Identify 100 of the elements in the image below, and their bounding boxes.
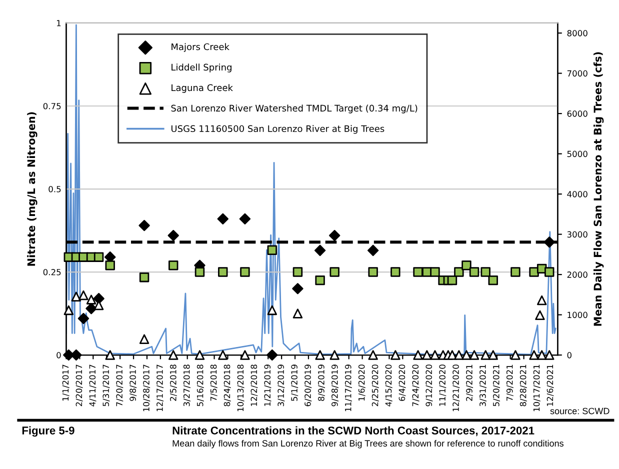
- x-tick-label: 7/20/2017: [116, 364, 124, 406]
- x-tick-label: 7/9/2021: [506, 364, 514, 401]
- point: [314, 244, 326, 256]
- point: [105, 260, 115, 270]
- point: [488, 350, 498, 360]
- point: [367, 244, 379, 256]
- y-tick-label: 1: [56, 20, 61, 26]
- point: [480, 350, 490, 360]
- point: [292, 308, 303, 318]
- y2-tick-label: 2000: [567, 272, 588, 278]
- x-tick-label: 8/9/2019: [318, 364, 326, 401]
- point: [93, 292, 104, 304]
- point: [86, 294, 96, 304]
- point: [488, 275, 498, 286]
- point: [105, 350, 115, 360]
- legend-label: Liddell Spring: [172, 64, 232, 72]
- legend-label: Laguna Creek: [172, 84, 233, 93]
- x-tick-label: 7/24/2020: [412, 364, 420, 406]
- x-tick-label: 5/1/2019: [291, 364, 298, 401]
- y2-tick-label: 1000: [568, 312, 588, 318]
- point: [454, 267, 464, 277]
- point: [266, 349, 278, 361]
- text: Mean daily flows from San Lorenzo River at Big Trees are shown for reference to runoff conditions: [172, 440, 564, 448]
- x-tick-label: 12/21/2020: [452, 364, 460, 412]
- point: [78, 290, 88, 300]
- x-tick-label: 2/25/2020: [372, 364, 379, 406]
- y2-tick-label: 6000: [567, 110, 588, 117]
- point: [368, 350, 378, 360]
- point: [536, 295, 547, 306]
- y2-tick-label: 4000: [567, 191, 588, 198]
- point: [194, 267, 205, 277]
- point: [168, 230, 179, 242]
- y-tick-label: 0: [56, 352, 61, 358]
- legend-label: Majors Creek: [172, 43, 230, 52]
- y2-tick-label: 5000: [567, 150, 588, 158]
- point: [544, 236, 555, 248]
- point: [330, 350, 340, 360]
- x-tick-label: 8/24/2018: [224, 364, 231, 406]
- x-tick-label: 1/21/2019: [264, 364, 272, 406]
- point: [70, 349, 82, 361]
- y-tick-label: 0.25: [43, 269, 61, 276]
- x-tick-label: 2/9/2021: [466, 364, 474, 401]
- point: [315, 275, 325, 286]
- x-tick-label: 12/2/2018: [250, 364, 258, 406]
- point: [430, 350, 440, 360]
- point: [510, 350, 520, 360]
- point: [94, 252, 104, 262]
- x-tick-label: 3/27/2018: [183, 364, 190, 406]
- point: [218, 267, 228, 277]
- x-tick-label: 8/28/2021: [520, 364, 527, 406]
- source-note: source: SCWD: [550, 408, 610, 414]
- point: [71, 292, 82, 302]
- point: [390, 350, 400, 360]
- point: [218, 350, 228, 360]
- x-tick-label: 2/20/2017: [76, 364, 83, 406]
- point: [240, 267, 250, 277]
- point: [138, 220, 150, 232]
- point: [368, 267, 378, 277]
- point: [315, 350, 325, 360]
- point: [413, 267, 423, 277]
- point: [462, 260, 472, 270]
- x-tick-label: 1/1/2017: [62, 364, 70, 401]
- point: [168, 260, 178, 270]
- point: [267, 245, 277, 255]
- point: [422, 350, 432, 360]
- point: [217, 213, 228, 224]
- point: [544, 350, 554, 360]
- x-tick-label: 7/5/2018: [210, 364, 218, 401]
- x-tick-label: 5/20/2021: [493, 364, 500, 406]
- x-tick-label: 2/5/2018: [170, 364, 177, 401]
- point: [390, 267, 400, 277]
- point: [529, 350, 539, 360]
- point: [330, 267, 340, 277]
- point: [536, 350, 547, 360]
- point: [462, 350, 472, 360]
- point: [64, 305, 74, 316]
- x-tick-label: 9/28/2019: [332, 364, 338, 406]
- x-tick-label: 10/17/2021: [533, 364, 540, 412]
- y-tick-label: 0.5: [48, 186, 61, 192]
- point: [413, 350, 423, 360]
- x-tick-label: 4/15/2020: [385, 364, 392, 406]
- y2-tick-label: 7000: [567, 70, 588, 77]
- y2-tick-label: 0: [567, 352, 572, 358]
- point: [454, 350, 464, 360]
- point: [139, 272, 150, 282]
- x-tick-label: 5/16/2018: [196, 364, 204, 406]
- point: [447, 275, 458, 286]
- point: [510, 267, 520, 277]
- x-tick-label: 9/8/2017: [130, 364, 137, 401]
- point: [168, 350, 178, 360]
- x-tick-label: 3/12/2019: [278, 364, 285, 406]
- point: [139, 334, 150, 344]
- legend-label: San Lorenzo River Watershed TMDL Target (0.34 mg/L): [171, 104, 418, 114]
- point: [292, 267, 303, 277]
- x-tick-label: 10/13/2018: [237, 364, 244, 412]
- point: [430, 267, 440, 277]
- text: Nitrate Concentrations in the SCWD North Coast Sources, 2017-2021: [172, 426, 534, 436]
- x-tick-label: 6/20/2019: [304, 364, 312, 406]
- x-tick-label: 5/31/2017: [102, 364, 110, 406]
- x-tick-label: 9/12/2020: [426, 364, 433, 406]
